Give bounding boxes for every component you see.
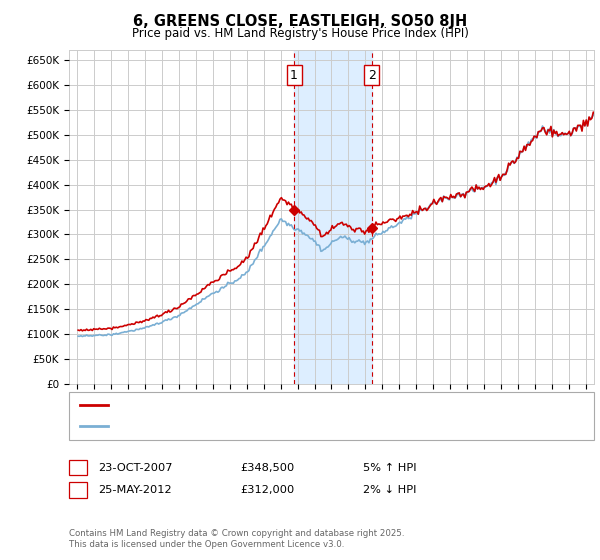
Text: HPI: Average price, detached house, Eastleigh: HPI: Average price, detached house, East…: [113, 421, 365, 431]
Text: 1: 1: [74, 461, 82, 474]
Text: 2: 2: [368, 69, 376, 82]
Text: 6, GREENS CLOSE, EASTLEIGH, SO50 8JH: 6, GREENS CLOSE, EASTLEIGH, SO50 8JH: [133, 14, 467, 29]
Text: 6, GREENS CLOSE, EASTLEIGH, SO50 8JH (detached house): 6, GREENS CLOSE, EASTLEIGH, SO50 8JH (de…: [113, 400, 437, 410]
Text: £348,500: £348,500: [240, 463, 294, 473]
Text: Price paid vs. HM Land Registry's House Price Index (HPI): Price paid vs. HM Land Registry's House …: [131, 27, 469, 40]
Text: 2: 2: [74, 483, 82, 497]
Text: 2% ↓ HPI: 2% ↓ HPI: [363, 485, 416, 495]
Text: 23-OCT-2007: 23-OCT-2007: [98, 463, 172, 473]
Bar: [294, 50, 372, 384]
Text: 5% ↑ HPI: 5% ↑ HPI: [363, 463, 416, 473]
Text: £312,000: £312,000: [240, 485, 294, 495]
Text: 1: 1: [290, 69, 298, 82]
Text: Contains HM Land Registry data © Crown copyright and database right 2025.
This d: Contains HM Land Registry data © Crown c…: [69, 529, 404, 549]
Text: 25-MAY-2012: 25-MAY-2012: [98, 485, 172, 495]
